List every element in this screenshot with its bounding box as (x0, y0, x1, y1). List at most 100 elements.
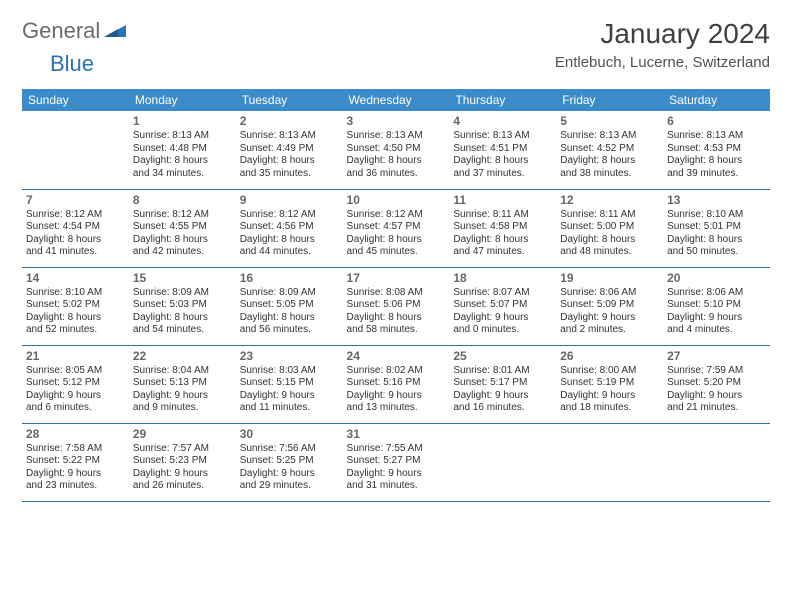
calendar-cell: 30Sunrise: 7:56 AMSunset: 5:25 PMDayligh… (236, 423, 343, 501)
dayname-header: Wednesday (343, 89, 450, 111)
daylight-text: Daylight: 8 hours (560, 234, 659, 247)
calendar-body: 1Sunrise: 8:13 AMSunset: 4:48 PMDaylight… (22, 111, 770, 501)
sunrise-text: Sunrise: 8:09 AM (133, 287, 232, 300)
day-number: 12 (560, 193, 659, 208)
daylight-text: Daylight: 8 hours (240, 155, 339, 168)
calendar-cell: 4Sunrise: 8:13 AMSunset: 4:51 PMDaylight… (449, 111, 556, 189)
title-block: January 2024 Entlebuch, Lucerne, Switzer… (555, 18, 770, 71)
logo-text-blue: Blue (50, 51, 94, 76)
sunrise-text: Sunrise: 8:13 AM (560, 130, 659, 143)
sunrise-text: Sunrise: 8:12 AM (347, 209, 446, 222)
daylight-text: Daylight: 8 hours (667, 234, 766, 247)
sunset-text: Sunset: 5:13 PM (133, 377, 232, 390)
day-number: 30 (240, 427, 339, 442)
daylight-text: Daylight: 8 hours (667, 155, 766, 168)
sunrise-text: Sunrise: 8:10 AM (26, 287, 125, 300)
day-number: 5 (560, 114, 659, 129)
sunset-text: Sunset: 5:03 PM (133, 299, 232, 312)
day-number: 29 (133, 427, 232, 442)
daylight-text: and 9 minutes. (133, 402, 232, 415)
calendar-cell: 9Sunrise: 8:12 AMSunset: 4:56 PMDaylight… (236, 189, 343, 267)
daylight-text: Daylight: 9 hours (667, 312, 766, 325)
calendar-cell-empty (22, 111, 129, 189)
daylight-text: and 36 minutes. (347, 168, 446, 181)
day-number: 19 (560, 271, 659, 286)
dayname-header: Thursday (449, 89, 556, 111)
daylight-text: Daylight: 8 hours (240, 234, 339, 247)
daylight-text: and 6 minutes. (26, 402, 125, 415)
day-number: 31 (347, 427, 446, 442)
sunset-text: Sunset: 5:22 PM (26, 455, 125, 468)
daylight-text: and 50 minutes. (667, 246, 766, 259)
daylight-text: Daylight: 8 hours (133, 234, 232, 247)
daylight-text: Daylight: 9 hours (453, 312, 552, 325)
sunrise-text: Sunrise: 8:13 AM (133, 130, 232, 143)
sunrise-text: Sunrise: 7:58 AM (26, 443, 125, 456)
daylight-text: Daylight: 8 hours (560, 155, 659, 168)
day-number: 7 (26, 193, 125, 208)
sunset-text: Sunset: 4:55 PM (133, 221, 232, 234)
daylight-text: Daylight: 8 hours (133, 312, 232, 325)
day-number: 2 (240, 114, 339, 129)
day-number: 20 (667, 271, 766, 286)
calendar-cell: 22Sunrise: 8:04 AMSunset: 5:13 PMDayligh… (129, 345, 236, 423)
sunset-text: Sunset: 4:52 PM (560, 143, 659, 156)
sunrise-text: Sunrise: 8:06 AM (667, 287, 766, 300)
sunrise-text: Sunrise: 8:11 AM (453, 209, 552, 222)
calendar-cell: 14Sunrise: 8:10 AMSunset: 5:02 PMDayligh… (22, 267, 129, 345)
calendar-cell: 2Sunrise: 8:13 AMSunset: 4:49 PMDaylight… (236, 111, 343, 189)
calendar-cell: 21Sunrise: 8:05 AMSunset: 5:12 PMDayligh… (22, 345, 129, 423)
sunset-text: Sunset: 4:56 PM (240, 221, 339, 234)
calendar-cell: 18Sunrise: 8:07 AMSunset: 5:07 PMDayligh… (449, 267, 556, 345)
sunset-text: Sunset: 5:07 PM (453, 299, 552, 312)
day-number: 13 (667, 193, 766, 208)
sunset-text: Sunset: 4:54 PM (26, 221, 125, 234)
sunset-text: Sunset: 4:51 PM (453, 143, 552, 156)
daylight-text: and 13 minutes. (347, 402, 446, 415)
sunset-text: Sunset: 5:20 PM (667, 377, 766, 390)
daylight-text: Daylight: 8 hours (347, 312, 446, 325)
calendar-table: SundayMondayTuesdayWednesdayThursdayFrid… (22, 89, 770, 502)
calendar-cell: 12Sunrise: 8:11 AMSunset: 5:00 PMDayligh… (556, 189, 663, 267)
day-number: 11 (453, 193, 552, 208)
day-number: 23 (240, 349, 339, 364)
daylight-text: and 47 minutes. (453, 246, 552, 259)
calendar-cell: 5Sunrise: 8:13 AMSunset: 4:52 PMDaylight… (556, 111, 663, 189)
daylight-text: and 41 minutes. (26, 246, 125, 259)
day-number: 18 (453, 271, 552, 286)
day-number: 15 (133, 271, 232, 286)
sunset-text: Sunset: 5:06 PM (347, 299, 446, 312)
daylight-text: and 56 minutes. (240, 324, 339, 337)
daylight-text: and 29 minutes. (240, 480, 339, 493)
sunset-text: Sunset: 5:05 PM (240, 299, 339, 312)
sunset-text: Sunset: 4:57 PM (347, 221, 446, 234)
day-number: 26 (560, 349, 659, 364)
daylight-text: and 37 minutes. (453, 168, 552, 181)
calendar-cell: 17Sunrise: 8:08 AMSunset: 5:06 PMDayligh… (343, 267, 450, 345)
daylight-text: Daylight: 8 hours (240, 312, 339, 325)
day-number: 8 (133, 193, 232, 208)
daylight-text: Daylight: 9 hours (453, 390, 552, 403)
calendar-cell: 7Sunrise: 8:12 AMSunset: 4:54 PMDaylight… (22, 189, 129, 267)
daylight-text: and 31 minutes. (347, 480, 446, 493)
calendar-row: 21Sunrise: 8:05 AMSunset: 5:12 PMDayligh… (22, 345, 770, 423)
sunset-text: Sunset: 5:02 PM (26, 299, 125, 312)
calendar-cell-empty (449, 423, 556, 501)
day-number: 28 (26, 427, 125, 442)
sunrise-text: Sunrise: 8:12 AM (133, 209, 232, 222)
day-number: 10 (347, 193, 446, 208)
sunrise-text: Sunrise: 8:01 AM (453, 365, 552, 378)
daylight-text: Daylight: 9 hours (133, 390, 232, 403)
month-title: January 2024 (555, 18, 770, 50)
daylight-text: and 54 minutes. (133, 324, 232, 337)
calendar-head: SundayMondayTuesdayWednesdayThursdayFrid… (22, 89, 770, 111)
calendar-cell: 19Sunrise: 8:06 AMSunset: 5:09 PMDayligh… (556, 267, 663, 345)
daylight-text: and 16 minutes. (453, 402, 552, 415)
daylight-text: and 35 minutes. (240, 168, 339, 181)
sunset-text: Sunset: 5:19 PM (560, 377, 659, 390)
dayname-header: Friday (556, 89, 663, 111)
day-number: 21 (26, 349, 125, 364)
calendar-cell: 29Sunrise: 7:57 AMSunset: 5:23 PMDayligh… (129, 423, 236, 501)
calendar-cell: 28Sunrise: 7:58 AMSunset: 5:22 PMDayligh… (22, 423, 129, 501)
sunset-text: Sunset: 5:23 PM (133, 455, 232, 468)
